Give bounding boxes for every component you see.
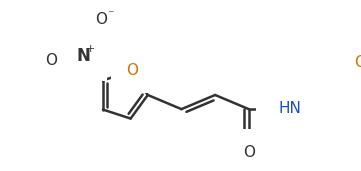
Text: O: O <box>95 12 107 27</box>
Text: O: O <box>126 63 138 78</box>
Text: O: O <box>45 53 57 68</box>
Text: N: N <box>77 47 90 65</box>
Text: +: + <box>86 44 95 54</box>
Text: O: O <box>243 145 255 160</box>
Text: HN: HN <box>279 101 302 116</box>
Text: O: O <box>355 55 361 70</box>
Text: ⁻: ⁻ <box>106 8 113 21</box>
